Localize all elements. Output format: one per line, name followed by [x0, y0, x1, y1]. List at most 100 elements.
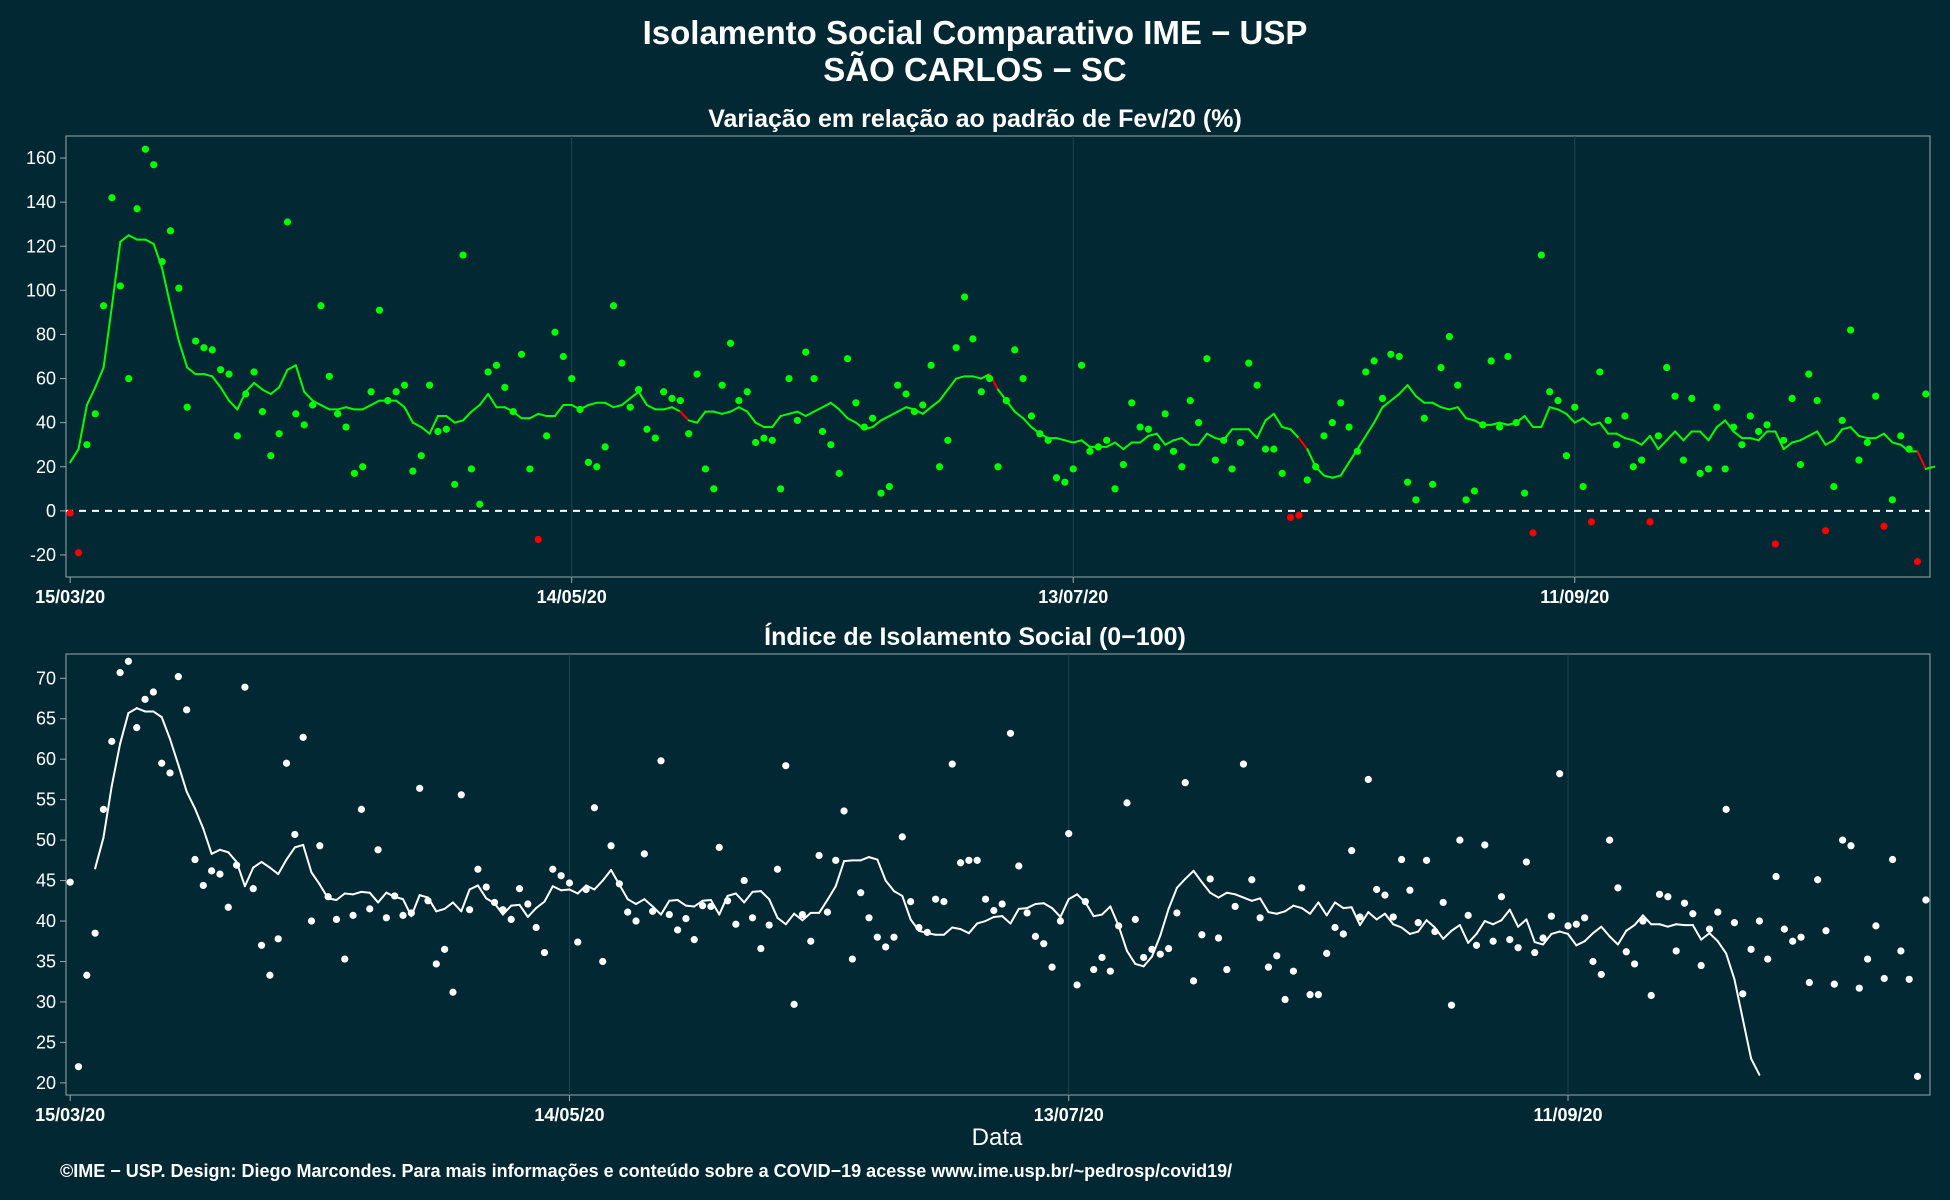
y-tick-label: 65: [36, 709, 56, 729]
data-point: [391, 892, 399, 900]
y-tick-label: 30: [36, 992, 56, 1012]
rolling-mean-segment: [1272, 412, 1284, 429]
data-point: [865, 914, 873, 922]
data-point: [907, 898, 915, 906]
data-point: [1847, 842, 1855, 850]
rolling-mean-segment: [278, 368, 289, 389]
data-point: [116, 282, 124, 290]
data-point: [1472, 941, 1481, 949]
data-point: [1211, 456, 1219, 464]
data-point: [540, 948, 549, 957]
data-point: [1052, 474, 1061, 482]
data-point: [366, 905, 374, 913]
rolling-mean-segment: [1824, 439, 1835, 446]
data-point: [882, 943, 890, 951]
data-point: [1612, 441, 1621, 449]
data-point: [1248, 876, 1256, 884]
data-point: [141, 695, 149, 703]
data-point: [534, 535, 542, 544]
data-point: [1630, 960, 1639, 968]
rolling-mean-segment: [662, 406, 674, 411]
rolling-mean-segment: [443, 901, 454, 910]
data-point: [1913, 557, 1922, 566]
data-point: [626, 403, 634, 411]
rolling-mean-segment: [1184, 869, 1195, 880]
data-point: [601, 443, 609, 451]
data-point: [1696, 469, 1704, 477]
data-point: [1019, 374, 1027, 383]
data-point: [292, 410, 300, 418]
rolling-mean-segment: [843, 859, 854, 863]
data-point: [1531, 948, 1539, 957]
data-point: [543, 432, 551, 440]
rolling-mean-segment: [1122, 441, 1133, 451]
rolling-mean-segment: [846, 417, 857, 424]
rolling-mean-segment: [701, 898, 712, 902]
rolling-mean-segment: [319, 404, 331, 411]
data-point: [507, 915, 515, 924]
data-point: [1470, 487, 1479, 495]
rolling-mean-segment: [1375, 912, 1386, 921]
data-point: [807, 937, 815, 945]
rolling-mean-segment: [1408, 930, 1420, 935]
data-point: [574, 938, 582, 946]
data-point: [1044, 436, 1052, 444]
rolling-mean-segment: [776, 916, 787, 926]
data-point: [890, 933, 898, 941]
data-point: [1195, 419, 1203, 427]
data-point: [832, 856, 840, 864]
rolling-mean-segment: [352, 890, 363, 896]
data-point: [1270, 445, 1278, 453]
data-point: [524, 900, 532, 908]
data-point: [840, 807, 848, 815]
data-point: [1056, 917, 1065, 925]
rolling-mean-segment: [1716, 940, 1728, 955]
rolling-mean-segment: [345, 406, 356, 411]
data-point: [1495, 423, 1504, 431]
data-point: [482, 883, 490, 891]
data-point: [465, 906, 474, 914]
data-point: [743, 388, 751, 396]
rolling-mean-segment: [768, 898, 779, 919]
x-tick-label: 14/05/20: [537, 587, 607, 607]
data-point: [183, 706, 191, 714]
data-point: [1604, 416, 1612, 425]
data-point: [99, 805, 108, 813]
rolling-mean-segment: [543, 885, 554, 903]
data-point: [582, 885, 590, 894]
data-point: [1872, 392, 1880, 400]
rolling-mean-segment: [1225, 891, 1237, 896]
data-point: [898, 833, 906, 841]
data-point: [158, 258, 166, 266]
rolling-mean-segment: [460, 888, 471, 913]
data-point: [325, 372, 333, 380]
data-point: [1148, 945, 1156, 953]
variation-y-axis: -20 0 20 40 60 80 100 120 140 160: [26, 148, 66, 565]
data-point: [990, 906, 998, 915]
data-point: [948, 760, 956, 768]
rolling-mean-segment: [1284, 904, 1295, 913]
data-point: [467, 465, 475, 473]
rolling-mean-segment: [510, 903, 521, 907]
data-point: [698, 902, 707, 910]
data-point: [607, 842, 615, 850]
rolling-mean-segment: [160, 716, 172, 740]
rolling-mean-segment: [984, 915, 995, 923]
data-point: [599, 957, 607, 966]
data-point: [200, 344, 208, 352]
rolling-mean-segment: [743, 890, 754, 904]
rolling-mean-segment: [1017, 907, 1029, 910]
rolling-mean-segment: [1331, 474, 1342, 479]
data-point: [1905, 975, 1913, 983]
rolling-mean-segment: [829, 401, 841, 411]
data-point: [1081, 898, 1089, 906]
data-point: [952, 344, 960, 352]
rolling-mean-segment: [1749, 437, 1760, 442]
data-point: [150, 161, 158, 169]
rolling-mean-segment: [1400, 926, 1411, 935]
rolling-mean-segment: [127, 234, 139, 241]
data-point: [1622, 948, 1630, 956]
rolling-mean-segment: [821, 401, 832, 409]
rolling-mean-segment: [976, 920, 987, 925]
